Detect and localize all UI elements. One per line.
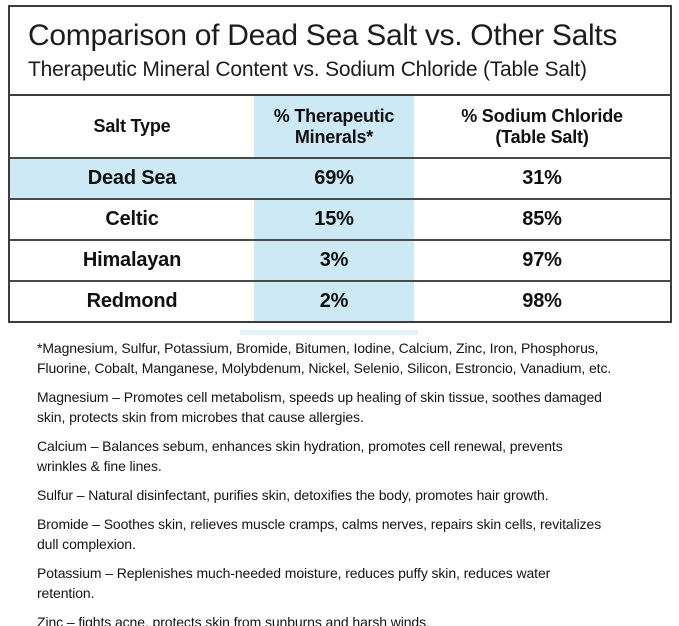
header-label-line2: (Table Salt)	[495, 126, 589, 147]
table-underline-accent	[240, 330, 418, 335]
table-row-celtic: Celtic 15% 85%	[10, 198, 670, 239]
therapeutic-minerals-cell: 69%	[254, 159, 414, 198]
therapeutic-minerals-cell: 3%	[254, 241, 414, 280]
salt-type-cell: Redmond	[86, 290, 178, 312]
footnote-magnesium: Magnesium – Promotes cell metabolism, sp…	[37, 389, 602, 425]
footnote-sulfur: Sulfur – Natural disinfectant, purifies …	[37, 487, 549, 503]
table-row-himalayan: Himalayan 3% 97%	[10, 239, 670, 280]
therapeutic-minerals-cell: 2%	[254, 282, 414, 321]
footnote-zinc: Zinc – fights acne, protects skin from s…	[37, 614, 430, 626]
table-row-redmond: Redmond 2% 98%	[10, 280, 670, 321]
column-header-sodium-chloride: % Sodium Chloride (Table Salt)	[414, 96, 670, 157]
table-row-dead-sea: Dead Sea 69% 31%	[10, 157, 670, 198]
comparison-table: Salt Type % Therapeutic Minerals* % Sodi…	[10, 94, 670, 321]
header-label: Salt Type	[93, 116, 171, 136]
sodium-chloride-cell: 31%	[522, 167, 562, 189]
footnote-calcium: Calcium – Balances sebum, enhances skin …	[37, 438, 563, 474]
sodium-chloride-cell: 85%	[522, 208, 562, 230]
header-label-line1: % Therapeutic	[273, 105, 395, 126]
column-header-salt-type: Salt Type	[10, 96, 254, 157]
sodium-chloride-cell: 97%	[522, 249, 562, 271]
header-label-line1: % Sodium Chloride	[461, 105, 623, 126]
column-header-therapeutic-minerals: % Therapeutic Minerals*	[254, 96, 414, 157]
footnote-mineral-list: *Magnesium, Sulfur, Potassium, Bromide, …	[37, 340, 612, 376]
page-title: Comparison of Dead Sea Salt vs. Other Sa…	[28, 19, 618, 52]
salt-type-cell: Celtic	[105, 208, 159, 230]
sodium-chloride-cell: 98%	[522, 290, 562, 312]
footnote-potassium: Potassium – Replenishes much-needed mois…	[37, 565, 551, 601]
footnote-bromide: Bromide – Soothes skin, relieves muscle …	[37, 516, 602, 552]
page-subtitle: Therapeutic Mineral Content vs. Sodium C…	[28, 58, 587, 81]
table-header-row: Salt Type % Therapeutic Minerals* % Sodi…	[10, 96, 670, 157]
title-block: Comparison of Dead Sea Salt vs. Other Sa…	[10, 7, 670, 94]
title-and-table-frame: Comparison of Dead Sea Salt vs. Other Sa…	[8, 5, 672, 323]
therapeutic-minerals-cell: 15%	[254, 200, 414, 239]
footnotes-block: *Magnesium, Sulfur, Potassium, Bromide, …	[37, 338, 671, 626]
salt-type-cell: Himalayan	[82, 249, 182, 271]
salt-type-cell: Dead Sea	[10, 159, 254, 198]
header-label-line2: Minerals*	[294, 126, 374, 147]
